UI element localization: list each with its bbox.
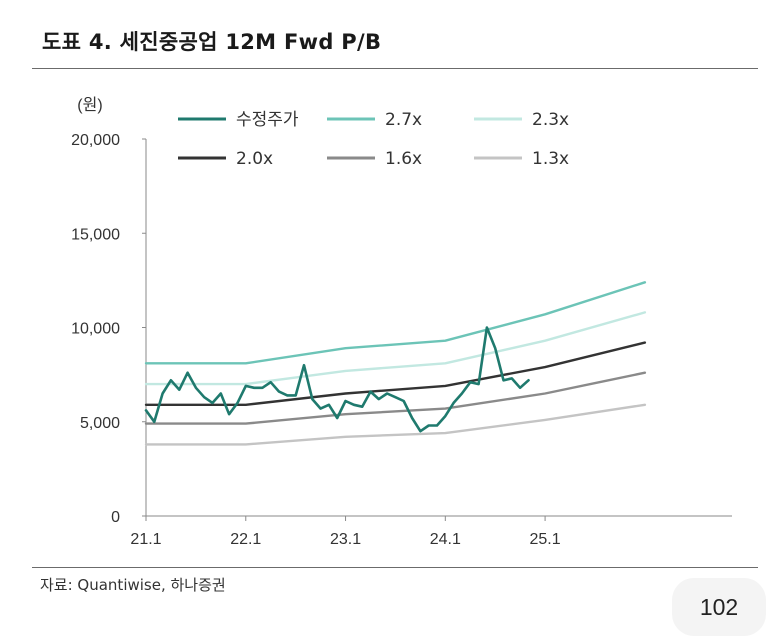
x-tick-label: 21.1 (130, 531, 161, 548)
legend-label: 1.6x (385, 149, 422, 169)
legend: 수정주가 2.7x 2.3x 2.0x 1.6x 1.3x (178, 110, 569, 169)
legend-label: 2.3x (532, 110, 569, 130)
legend-label: 2.7x (385, 110, 422, 130)
series-line-2-7x (144, 281, 647, 365)
series-line-1-3x (144, 403, 647, 446)
y-tick-label: 15,000 (71, 226, 120, 243)
legend-label: 2.0x (236, 149, 273, 169)
legend-label: 수정주가 (236, 110, 299, 130)
series-line-2-3x (144, 311, 647, 386)
x-tick-label: 23.1 (330, 531, 361, 548)
x-tick-label: 22.1 (230, 531, 261, 548)
page-number-badge: 102 (672, 578, 766, 636)
x-tick-label: 24.1 (430, 531, 461, 548)
series-line-2-0x (144, 341, 647, 406)
footer-divider (32, 567, 758, 568)
y-tick-label: 5,000 (80, 415, 120, 432)
series-line-1-6x (144, 371, 647, 425)
series-layer (144, 281, 647, 446)
axes-group: 0 5,000 10,000 15,000 20,000 21.1 22.1 23.1 24.1… (71, 132, 732, 548)
chart-title: 도표 4. 세진중공업 12M Fwd P/B (42, 30, 382, 54)
legend-label: 1.3x (532, 149, 569, 169)
line-chart: 0 5,000 10,000 15,000 20,000 21.1 22.1 23.1 24.1… (71, 96, 732, 548)
title-divider (32, 68, 758, 69)
y-tick-label: 10,000 (71, 321, 120, 338)
y-tick-label: 0 (111, 509, 120, 526)
series-line-수정주가 (144, 326, 530, 433)
x-tick-label: 25.1 (530, 531, 561, 548)
y-unit-label: (원) (77, 96, 102, 114)
source-note: 자료: Quantiwise, 하나증권 (40, 576, 226, 594)
y-tick-label: 20,000 (71, 132, 120, 149)
